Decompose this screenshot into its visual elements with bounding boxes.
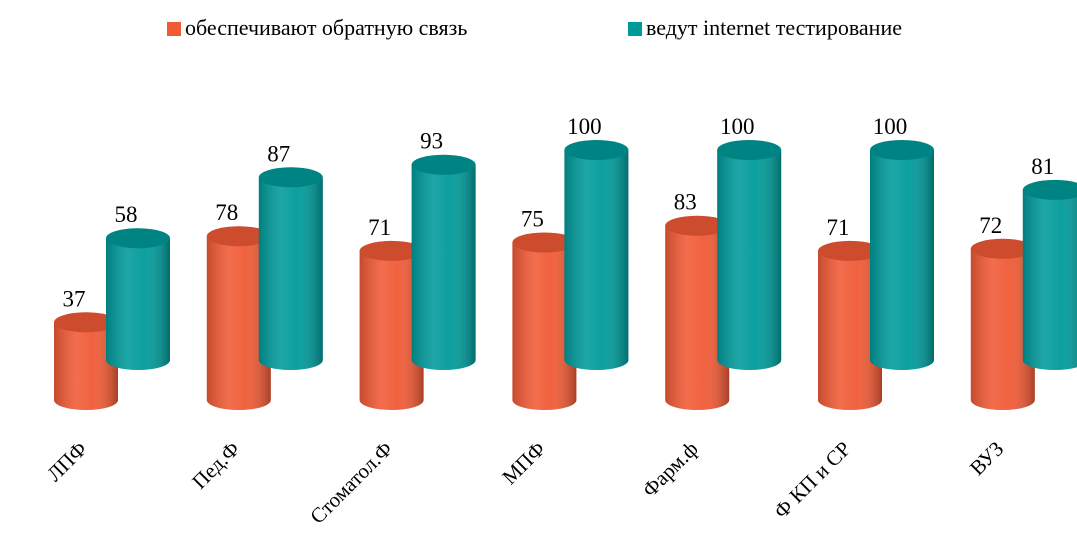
bar-top [564,140,629,160]
bar-top [411,154,476,175]
data-label: 75 [521,207,544,232]
bar-shade [512,242,577,410]
data-label: 58 [115,202,138,227]
data-label: 93 [420,129,443,154]
bar-top-shade [512,232,577,253]
bar-top [54,312,118,333]
bar-top [870,140,934,160]
bar-shade [564,150,629,370]
bar-top-shade [818,240,882,261]
bar-top-shade [717,140,782,160]
bar-top [258,167,323,188]
bar-top-shade [359,240,424,261]
bar-top [818,240,882,261]
data-label: 87 [267,141,290,166]
bar-shade [411,164,476,370]
bar-top-shade [870,140,934,160]
bar-top [206,226,271,247]
legend-label: ведут internet тестирование [646,15,902,40]
bar-top [970,238,1035,259]
bar-shade [1022,189,1077,370]
bar-top [512,232,577,253]
legend-swatch [628,22,642,36]
bar-top-shade [1022,179,1077,200]
data-label: 71 [827,215,850,240]
x-tick-label: МПФ [497,437,550,490]
bar-top-shade [564,140,629,160]
bar-top-shade [970,238,1035,259]
data-label: 100 [873,114,908,139]
legend-label: обеспечивают обратную связь [185,15,467,40]
bar-shade [665,225,730,410]
data-label: 100 [720,114,755,139]
bar-top [106,228,170,249]
bar-top [1022,179,1077,200]
data-label: 81 [1031,154,1054,179]
bar-shade [54,322,118,410]
bar-shade [258,177,323,370]
bar-top [665,215,730,236]
data-label: 100 [567,114,602,139]
bar-shade [717,150,782,370]
data-label: 78 [215,200,238,225]
bar-top [359,240,424,261]
legend-swatch [167,22,181,36]
x-tick-label: Пед.Ф [187,437,244,494]
x-tick-label: ЛПФ [42,437,91,486]
data-label: 37 [63,286,86,311]
bar-top-shade [54,312,118,333]
x-tick-label: Фарм.ф [638,437,703,502]
bar-shade [359,250,424,410]
bar-shade [970,248,1035,410]
data-label: 83 [674,190,697,215]
bar-top-shade [106,228,170,249]
data-label: 71 [368,215,391,240]
x-tick-label: Ф КП и СР [769,437,856,524]
bar-top-shade [411,154,476,175]
data-label: 72 [979,213,1002,238]
bar-shade [870,150,934,370]
x-tick-label: Стоматол.Ф [305,437,397,529]
bar-top-shade [258,167,323,188]
bar-shade [206,236,271,410]
x-tick-label: ВУЗ [965,437,1008,480]
bar-top-shade [665,215,730,236]
bar-top [717,140,782,160]
bar-shade [106,238,170,370]
bar-shade [818,250,882,410]
bar-top-shade [206,226,271,247]
